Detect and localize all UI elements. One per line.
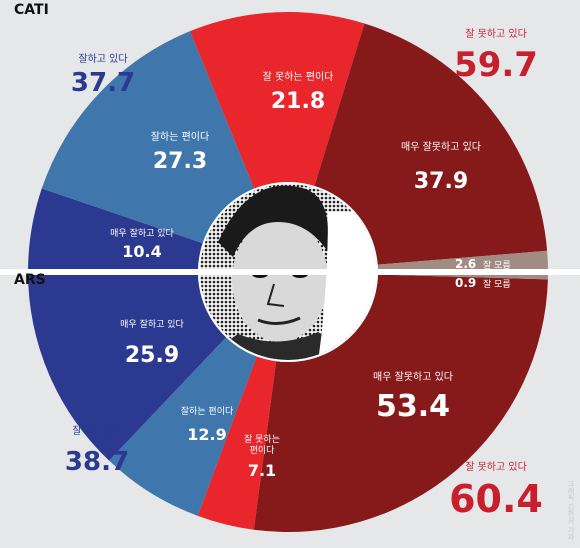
cati-label-매우-잘못하고-있다: 매우 잘못하고 있다 [401, 140, 481, 153]
cati-total-label-잘-못하고-있다: 잘 못하고 있다 [465, 27, 527, 40]
cati-label-매우-잘하고-있다: 매우 잘하고 있다 [110, 227, 174, 239]
cati-slice-잘-못하는-편이다 [190, 11, 365, 189]
cati-value-매우-잘못하고-있다: 37.9 [414, 169, 468, 194]
cati-total-value-잘-못하고-있다: 59.7 [454, 45, 538, 85]
ars-total-label-잘하고-있다: 잘하고 있다 [72, 424, 121, 437]
ars-value-잘하는-편이다: 12.9 [187, 425, 226, 444]
ars-total-label-잘-못하고-있다: 잘 못하고 있다 [465, 460, 527, 473]
ars-label-매우-잘하고-있다: 매우 잘하고 있다 [120, 318, 184, 330]
ars-slice-잘-못하는-편이다 [197, 356, 277, 530]
cati-label-잘하는-편이다: 잘하는 편이다 [151, 130, 209, 143]
ars-total-value-잘-못하고-있다: 60.4 [449, 477, 543, 521]
cati-slice-잘-모름 [377, 250, 548, 272]
cati-value-잘-모름: 2.6 [455, 257, 476, 271]
cati-section-label: CATI [14, 2, 49, 18]
cati-label-잘-모름: 잘 모름 [483, 259, 511, 271]
ars-value-매우-잘못하고-있다: 53.4 [376, 389, 450, 424]
ars-slice-매우-잘하고-있다 [28, 272, 227, 461]
cati-slice-매우-잘하고-있다 [28, 188, 203, 272]
president-portrait-halftone-icon [198, 182, 378, 362]
ars-label-매우-잘못하고-있다: 매우 잘못하고 있다 [373, 370, 453, 383]
ars-label-잘-모름: 잘 모름 [483, 278, 511, 290]
cati-label-잘-못하는-편이다: 잘 못하는 편이다 [263, 70, 334, 83]
ars-slice-매우-잘못하고-있다 [253, 274, 548, 532]
credit-text: 그래픽 김현서 기자 [567, 479, 575, 540]
ars-donut-half [28, 272, 548, 532]
cati-value-매우-잘하고-있다: 10.4 [122, 242, 161, 261]
ars-label-잘하는-편이다: 잘하는 편이다 [181, 405, 234, 417]
cati-slice-매우-잘못하고-있다 [314, 23, 548, 265]
section-divider [0, 269, 580, 275]
cati-slice-잘하는-편이다 [41, 31, 255, 244]
ars-label-잘-못하는-편이다: 잘 못하는 편이다 [244, 433, 280, 456]
ars-section-label: ARS [14, 272, 46, 288]
cati-value-잘-못하는-편이다: 21.8 [271, 89, 325, 114]
cati-donut-half [28, 11, 548, 272]
cati-total-value-잘하고-있다: 37.7 [71, 68, 135, 98]
ars-value-잘-모름: 0.9 [455, 276, 476, 290]
ars-total-value-잘하고-있다: 38.7 [65, 447, 129, 477]
ars-value-매우-잘하고-있다: 25.9 [125, 343, 179, 368]
ars-value-잘-못하는-편이다: 7.1 [248, 461, 276, 480]
cati-total-label-잘하고-있다: 잘하고 있다 [78, 52, 127, 65]
cati-value-잘하는-편이다: 27.3 [153, 149, 207, 174]
ars-slice-잘하는-편이다 [109, 337, 257, 516]
